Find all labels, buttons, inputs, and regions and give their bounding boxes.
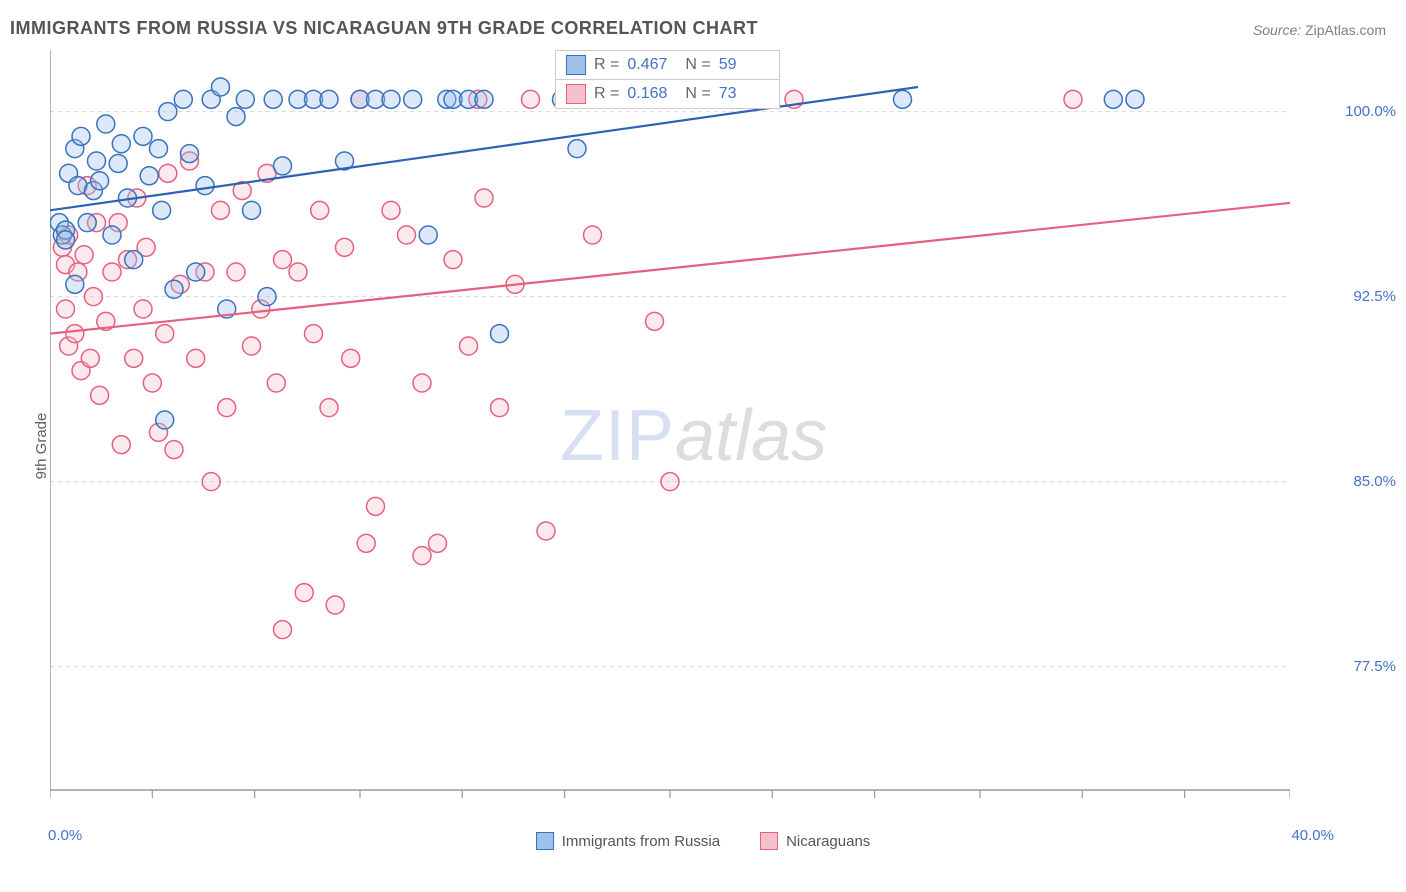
source-label: Source: [1253, 22, 1301, 38]
correlation-legend-row: R = 0.168 N = 73 [556, 79, 779, 108]
stat-r-value: 0.467 [627, 56, 677, 74]
chart-title: IMMIGRANTS FROM RUSSIA VS NICARAGUAN 9TH… [10, 18, 758, 39]
legend-swatch-icon [566, 84, 586, 104]
legend-swatch-icon [536, 832, 554, 850]
correlation-legend: R = 0.467 N = 59 R = 0.168 N = 73 [555, 50, 780, 109]
legend-swatch-icon [760, 832, 778, 850]
source-attribution: Source: ZipAtlas.com [1253, 22, 1386, 38]
legend-label: Nicaraguans [786, 833, 870, 850]
stat-r-label: R = [594, 85, 619, 103]
y-tick-label: 77.5% [1353, 658, 1396, 675]
chart-container: IMMIGRANTS FROM RUSSIA VS NICARAGUAN 9TH… [0, 0, 1406, 892]
scatter-plot-svg [50, 50, 1290, 810]
stat-n-label: N = [685, 85, 710, 103]
correlation-legend-row: R = 0.467 N = 59 [556, 51, 779, 79]
legend-item-russia: Immigrants from Russia [536, 832, 720, 850]
series-legend: Immigrants from Russia Nicaraguans [0, 832, 1406, 850]
stat-n-value: 73 [719, 85, 769, 103]
stat-n-label: N = [685, 56, 710, 74]
y-axis-label: 9th Grade [33, 413, 50, 480]
source-value: ZipAtlas.com [1305, 22, 1386, 38]
legend-label: Immigrants from Russia [562, 833, 720, 850]
stat-n-value: 59 [719, 56, 769, 74]
y-tick-label: 85.0% [1353, 473, 1396, 490]
y-tick-label: 100.0% [1345, 103, 1396, 120]
stat-r-label: R = [594, 56, 619, 74]
legend-swatch-icon [566, 55, 586, 75]
plot-area [50, 50, 1290, 810]
stat-r-value: 0.168 [627, 85, 677, 103]
legend-item-nicaraguans: Nicaraguans [760, 832, 870, 850]
y-tick-label: 92.5% [1353, 288, 1396, 305]
